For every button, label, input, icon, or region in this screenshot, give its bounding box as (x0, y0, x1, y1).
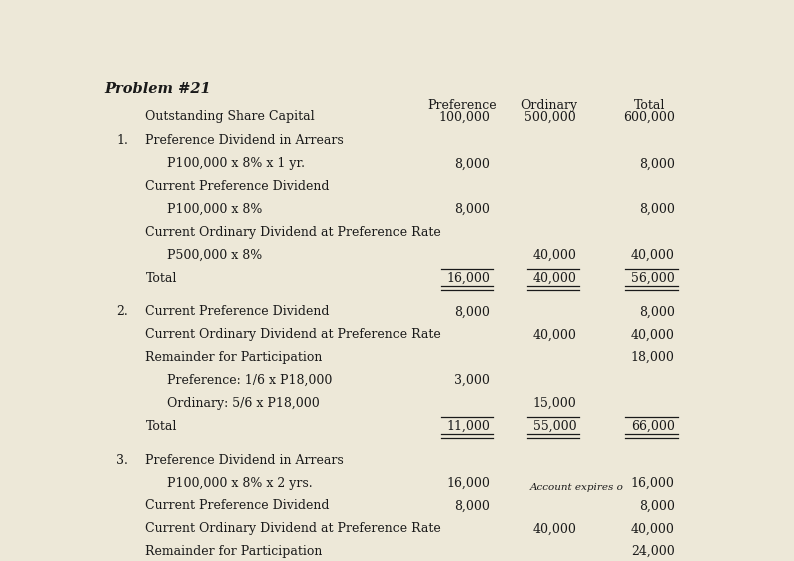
Text: Account expires o: Account expires o (530, 482, 624, 491)
Text: 8,000: 8,000 (638, 203, 675, 216)
Text: 8,000: 8,000 (454, 203, 490, 216)
Text: P100,000 x 8% x 1 yr.: P100,000 x 8% x 1 yr. (167, 157, 305, 171)
Text: P100,000 x 8% x 2 yrs.: P100,000 x 8% x 2 yrs. (167, 476, 313, 490)
Text: Current Preference Dividend: Current Preference Dividend (145, 180, 330, 193)
Text: Total: Total (145, 420, 177, 433)
Text: Ordinary: Ordinary (520, 99, 577, 112)
Text: 56,000: 56,000 (631, 272, 675, 285)
Text: Remainder for Participation: Remainder for Participation (145, 545, 323, 558)
Text: 2.: 2. (117, 306, 128, 319)
Text: 500,000: 500,000 (524, 111, 576, 123)
Text: 40,000: 40,000 (630, 522, 675, 535)
Text: Ordinary: 5/6 x P18,000: Ordinary: 5/6 x P18,000 (167, 397, 320, 410)
Text: 8,000: 8,000 (638, 306, 675, 319)
Text: Current Ordinary Dividend at Preference Rate: Current Ordinary Dividend at Preference … (145, 522, 441, 535)
Text: Preference: 1/6 x P18,000: Preference: 1/6 x P18,000 (167, 374, 333, 387)
Text: 18,000: 18,000 (630, 351, 675, 364)
Text: 16,000: 16,000 (446, 476, 490, 490)
Text: 66,000: 66,000 (630, 420, 675, 433)
Text: 8,000: 8,000 (638, 157, 675, 171)
Text: Current Ordinary Dividend at Preference Rate: Current Ordinary Dividend at Preference … (145, 328, 441, 341)
Text: Problem #21: Problem #21 (104, 82, 210, 96)
Text: 40,000: 40,000 (630, 249, 675, 262)
Text: 8,000: 8,000 (454, 157, 490, 171)
Text: Total: Total (145, 272, 177, 285)
Text: Outstanding Share Capital: Outstanding Share Capital (145, 111, 315, 123)
Text: 40,000: 40,000 (630, 328, 675, 341)
Text: 40,000: 40,000 (532, 249, 576, 262)
Text: Current Preference Dividend: Current Preference Dividend (145, 499, 330, 512)
Text: Current Ordinary Dividend at Preference Rate: Current Ordinary Dividend at Preference … (145, 226, 441, 239)
Text: 8,000: 8,000 (454, 306, 490, 319)
Text: 15,000: 15,000 (533, 397, 576, 410)
Text: P100,000 x 8%: P100,000 x 8% (167, 203, 262, 216)
Text: Current Preference Dividend: Current Preference Dividend (145, 306, 330, 319)
Text: 40,000: 40,000 (532, 328, 576, 341)
Text: 11,000: 11,000 (446, 420, 490, 433)
Text: Remainder for Participation: Remainder for Participation (145, 351, 323, 364)
Text: 3.: 3. (117, 454, 129, 467)
Text: 3,000: 3,000 (454, 374, 490, 387)
Text: P500,000 x 8%: P500,000 x 8% (167, 249, 262, 262)
Text: Total: Total (634, 99, 665, 112)
Text: 100,000: 100,000 (438, 111, 490, 123)
Text: 40,000: 40,000 (532, 522, 576, 535)
Text: 55,000: 55,000 (533, 420, 576, 433)
Text: Preference: Preference (427, 99, 497, 112)
Text: 8,000: 8,000 (454, 499, 490, 512)
Text: 16,000: 16,000 (630, 476, 675, 490)
Text: 16,000: 16,000 (446, 272, 490, 285)
Text: 40,000: 40,000 (532, 272, 576, 285)
Text: Preference Dividend in Arrears: Preference Dividend in Arrears (145, 135, 344, 148)
Text: 8,000: 8,000 (638, 499, 675, 512)
Text: 1.: 1. (117, 135, 129, 148)
Text: Preference Dividend in Arrears: Preference Dividend in Arrears (145, 454, 344, 467)
Text: 24,000: 24,000 (631, 545, 675, 558)
Text: 600,000: 600,000 (622, 111, 675, 123)
